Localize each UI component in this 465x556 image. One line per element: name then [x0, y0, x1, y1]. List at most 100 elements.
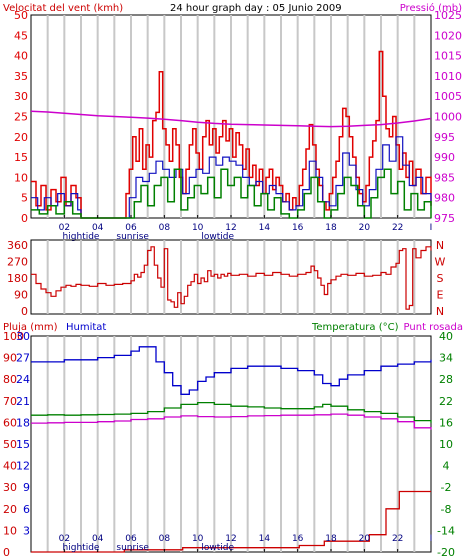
- pressure-tick-label: 1020: [434, 29, 462, 42]
- compass-label: W: [435, 256, 446, 269]
- rain-tick-label: 0: [3, 546, 10, 556]
- direction-tick-label: 90: [14, 289, 28, 302]
- rain-tick-label: 90: [3, 352, 17, 365]
- rain-tick-label: 40: [3, 460, 17, 473]
- pressure-tick-label: 995: [434, 131, 455, 144]
- pressure-tick-label: 985: [434, 171, 455, 184]
- compass-label: N: [436, 305, 444, 318]
- x-tick-label: 10: [192, 534, 204, 544]
- temperature-tick-label: -14: [437, 524, 455, 537]
- compass-label: N: [436, 239, 444, 252]
- pressure-label: Pressió (mb): [400, 2, 462, 14]
- series-gust: [31, 50, 432, 219]
- x-tick-label: 06: [125, 534, 137, 544]
- wind-tick-label: 35: [14, 70, 28, 83]
- rain-tick-label: 50: [3, 438, 17, 451]
- direction-panel-series: [31, 246, 432, 310]
- series-average: [31, 136, 432, 219]
- humidity-secondary-tick-label: 24: [16, 373, 30, 386]
- compass-label: E: [437, 289, 444, 302]
- temperature-tick-label: -20: [437, 546, 455, 556]
- x-tick-label: 10: [192, 223, 204, 233]
- x-tick-label: 18: [325, 223, 337, 233]
- humidity-secondary-tick-label: 27: [16, 352, 30, 365]
- pressure-tick-label: 1010: [434, 70, 462, 83]
- temperature-tick-label: 34: [439, 352, 453, 365]
- pressure-tick-label: 1025: [434, 9, 462, 22]
- event-label-sunrise: sunrise: [116, 543, 149, 553]
- pressure-tick-label: 990: [434, 151, 455, 164]
- humidity-secondary-tick-label: 6: [23, 503, 30, 516]
- compass-label: S: [437, 272, 444, 285]
- x-tick-label: 22: [392, 223, 403, 233]
- wind-tick-label: 40: [14, 50, 28, 63]
- rain-label: Pluja (mm): [3, 322, 58, 333]
- direction-tick-label: 0: [21, 305, 28, 318]
- direction-degrees-axis: 0 90 180 270 360: [7, 239, 28, 318]
- temperature-tick-label: -8: [441, 503, 452, 516]
- temperature-label: Temperatura (°C): [311, 322, 399, 333]
- event-label-lowtide: lowtide: [201, 543, 234, 553]
- dewpoint-label: Punt rosada: [404, 322, 463, 333]
- wind-tick-label: 20: [14, 131, 28, 144]
- rain-tick-label: 80: [3, 373, 17, 386]
- wind-speed-axis: 0 5 10 15 20 25 30 35 40 45 50: [14, 9, 28, 225]
- direction-tick-label: 180: [7, 272, 28, 285]
- wind-tick-label: 10: [14, 171, 28, 184]
- event-label-hightide: hightide: [63, 232, 100, 242]
- direction-tick-label: 360: [7, 239, 28, 252]
- x-tick-label: 04: [92, 223, 104, 233]
- wind-tick-label: 25: [14, 111, 28, 124]
- x-tick-label: 20: [359, 223, 371, 233]
- wind-panel-series: [30, 50, 432, 219]
- wind-tick-label: 50: [14, 9, 28, 22]
- rain-tick-label: 20: [3, 503, 17, 516]
- humidity-secondary-tick-label: 18: [16, 416, 30, 429]
- x-tick-label: 16: [292, 223, 304, 233]
- series-humidity: [31, 346, 432, 395]
- pressure-tick-label: 1005: [434, 90, 462, 103]
- series-temperature: [31, 401, 432, 424]
- event-label-hightide: hightide: [63, 543, 100, 553]
- temperature-tick-label: 40: [439, 330, 453, 343]
- temperature-tick-label: 28: [439, 373, 453, 386]
- pressure-tick-label: 980: [434, 192, 455, 205]
- wind-tick-label: 5: [21, 192, 28, 205]
- humidity-secondary-tick-label: 15: [16, 438, 30, 451]
- series-low: [31, 168, 432, 219]
- pressure-tick-label: 1015: [434, 50, 462, 63]
- temperature-axis: -20 -14 -8 -2 4 10 16 22 28 34 40: [437, 330, 455, 556]
- event-label-lowtide: lowtide: [201, 232, 234, 242]
- humidity-secondary-tick-label: 21: [16, 395, 30, 408]
- wind-tick-label: 0: [21, 212, 28, 225]
- x-tick-label: 08: [159, 534, 171, 544]
- temperature-tick-label: 16: [439, 416, 453, 429]
- series-dewpoint: [31, 413, 432, 430]
- x-end-label: I: [430, 223, 433, 233]
- pressure-tick-label: 1000: [434, 111, 462, 124]
- wind-tick-label: 45: [14, 29, 28, 42]
- humidity-secondary-tick-label: 9: [23, 481, 30, 494]
- rain-tick-label: 30: [3, 481, 17, 494]
- pressure-axis: 975 980 985 990 995 1000 1005 1010 1015 1020 1025: [434, 9, 462, 225]
- temperature-tick-label: -2: [441, 481, 452, 494]
- wind-speed-label: Velocitat del vent (kmh): [3, 3, 123, 14]
- wind-tick-label: 30: [14, 90, 28, 103]
- temperature-tick-label: 10: [439, 438, 453, 451]
- x-tick-label: 12: [225, 534, 236, 544]
- temperature-tick-label: 22: [439, 395, 453, 408]
- rain-tick-label: 10: [3, 524, 17, 537]
- series-pressure: [30, 110, 432, 128]
- direction-tick-label: 270: [7, 256, 28, 269]
- x-tick-label: 04: [92, 534, 104, 544]
- rain-tick-label: 60: [3, 416, 17, 429]
- x-tick-label: 06: [125, 223, 137, 233]
- x-tick-label: 02: [59, 534, 70, 544]
- x-tick-label: 16: [292, 534, 304, 544]
